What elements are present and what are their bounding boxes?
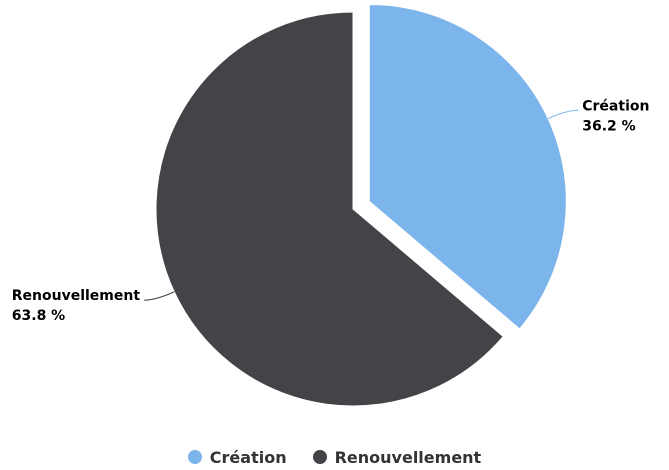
data-label-name-creation: Création [582, 98, 649, 114]
connector-renouvellement [144, 291, 175, 301]
slices-layer [155, 3, 567, 407]
connectors-layer [144, 109, 579, 301]
connector-creation [547, 109, 579, 120]
legend-swatch-creation [187, 450, 202, 464]
legend-label-creation: Création [209, 447, 287, 467]
legend-label-renouvellement: Renouvellement [334, 447, 482, 467]
pie-slice-creation[interactable] [368, 3, 567, 330]
data-label-value-renouvellement: 63.8 % [12, 308, 65, 324]
data-label-name-renouvellement: Renouvellement [12, 288, 141, 304]
data-label-value-creation: 36.2 % [582, 118, 635, 134]
legend-swatch-renouvellement [312, 450, 327, 464]
legend-item-renouvellement[interactable]: Renouvellement [312, 447, 482, 467]
pie-chart-plot: Création 36.2 % Renouvellement 63.8 % [12, 3, 650, 407]
legend: Création Renouvellement [0, 444, 669, 470]
legend-item-creation[interactable]: Création [187, 447, 287, 467]
labels-layer: Création 36.2 % Renouvellement 63.8 % [12, 98, 650, 324]
